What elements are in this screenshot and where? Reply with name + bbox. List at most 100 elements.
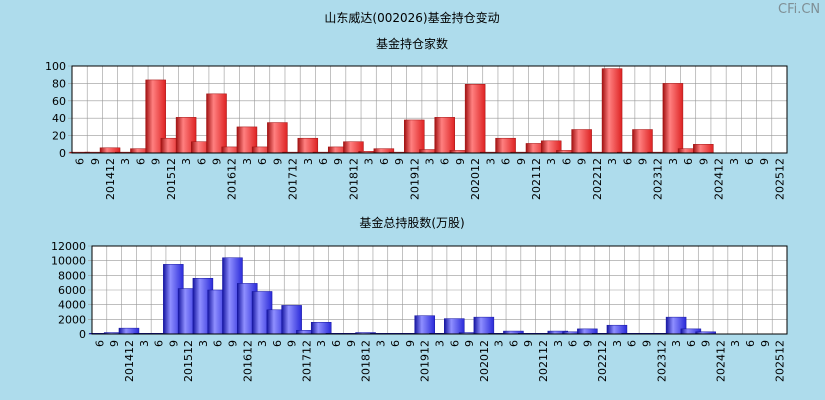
x-tick-label: 202312 [655,340,668,382]
bar [206,93,227,154]
x-tick-label: 202312 [652,158,665,200]
y-tick-label: 100 [45,60,66,73]
x-tick-label: 6 [507,340,520,347]
x-tick-label: 3 [315,340,328,347]
x-tick-label: 202412 [714,340,727,382]
x-tick-label: 202212 [596,340,609,382]
x-tick-label: 6 [256,158,269,165]
x-tick-label: 3 [545,158,558,165]
x-tick-label: 6 [685,340,698,347]
x-tick-label: 9 [463,340,476,347]
x-tick-label: 6 [621,158,634,165]
x-tick-label: 201912 [408,158,421,200]
x-tick-label: 6 [317,158,330,165]
x-tick-label: 6 [389,340,402,347]
x-tick-label: 9 [286,340,299,347]
x-tick-label: 9 [636,158,649,165]
x-tick-label: 6 [74,158,87,165]
x-tick-label: 202012 [478,340,491,382]
bar [606,324,628,335]
x-tick-label: 6 [93,340,106,347]
x-tick-label: 201712 [287,158,300,200]
x-tick-label: 3 [611,340,624,347]
x-tick-label: 202512 [773,158,786,200]
x-tick-label: 3 [302,158,315,165]
x-tick-label: 3 [670,340,683,347]
x-tick-label: 9 [522,340,535,347]
y-tick-label: 12000 [51,240,86,253]
x-tick-label: 6 [212,340,225,347]
x-tick-label: 6 [682,158,695,165]
x-tick-label: 6 [626,340,639,347]
x-tick-label: 9 [641,340,654,347]
x-tick-label: 201712 [300,340,313,382]
x-tick-label: 9 [108,340,121,347]
bar [662,83,684,154]
x-tick-label: 201612 [241,340,254,382]
x-tick-label: 9 [404,340,417,347]
x-tick-label: 3 [256,340,269,347]
x-tick-label: 9 [332,158,345,165]
x-tick-label: 202212 [591,158,604,200]
bar [267,122,288,154]
x-tick-label: 201612 [226,158,239,200]
bar [281,305,302,335]
x-tick-label: 201512 [182,340,195,382]
x-tick-label: 3 [729,340,742,347]
bar [404,119,425,154]
x-tick-label: 3 [484,158,497,165]
bar [444,318,465,335]
x-tick-label: 202112 [537,340,550,382]
x-tick-label: 6 [439,158,452,165]
x-tick-label: 6 [448,340,461,347]
bar [571,129,592,154]
x-tick-label: 6 [560,158,573,165]
y-tick-label: 40 [52,112,66,125]
x-tick-label: 9 [581,340,594,347]
x-tick-label: 201412 [123,340,136,382]
y-tick-label: 20 [52,130,66,143]
chart-title: 基金总持股数(万股) [359,215,464,230]
x-tick-label: 3 [434,340,447,347]
x-tick-label: 3 [363,158,376,165]
y-tick-label: 80 [52,77,66,90]
x-tick-label: 3 [493,340,506,347]
y-tick-label: 60 [52,95,66,108]
x-tick-label: 6 [743,158,756,165]
bar [464,84,486,154]
y-tick-label: 0 [79,328,86,341]
x-tick-label: 3 [374,340,387,347]
bar [601,68,623,154]
x-tick-label: 201812 [360,340,373,382]
x-tick-label: 201912 [419,340,432,382]
x-tick-label: 9 [211,158,224,165]
x-tick-label: 201812 [347,158,360,200]
bar [495,137,516,154]
y-tick-label: 6000 [58,284,86,297]
x-tick-label: 3 [180,158,193,165]
x-tick-label: 9 [515,158,528,165]
y-tick-label: 2000 [58,313,86,326]
x-tick-label: 6 [500,158,513,165]
x-tick-label: 6 [195,158,208,165]
bar [632,129,653,154]
x-tick-label: 9 [759,340,772,347]
chart-title: 基金持仓家数 [376,36,448,51]
x-tick-label: 3 [667,158,680,165]
x-tick-label: 6 [271,340,284,347]
y-tick-label: 0 [59,147,66,160]
x-tick-label: 9 [454,158,467,165]
x-tick-label: 202512 [774,340,787,382]
bar [434,117,455,154]
x-tick-label: 9 [89,158,102,165]
x-tick-label: 6 [378,158,391,165]
x-tick-label: 9 [700,340,713,347]
y-tick-label: 10000 [51,255,86,268]
y-tick-label: 8000 [58,269,86,282]
x-tick-label: 202412 [713,158,726,200]
x-tick-label: 9 [345,340,358,347]
x-tick-label: 3 [728,158,741,165]
x-tick-label: 9 [150,158,163,165]
